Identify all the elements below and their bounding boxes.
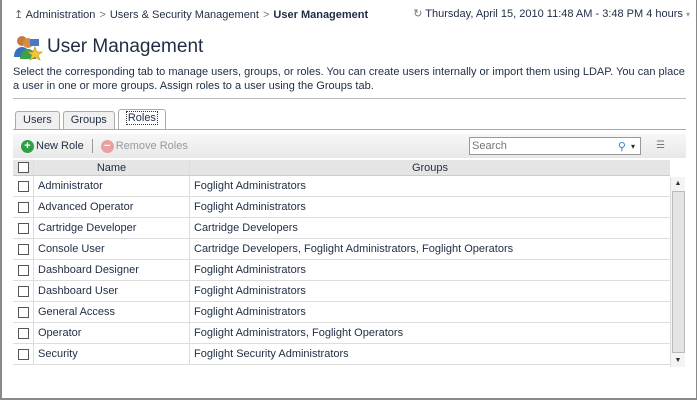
role-groups: Cartridge Developers, Foglight Administr… [194,243,514,255]
divider [13,98,686,99]
role-name: General Access [34,302,190,322]
row-checkbox[interactable] [17,201,29,213]
table-row[interactable]: General Access Foglight Administrators [13,302,670,323]
column-menu-icon[interactable]: ☰ [656,140,665,151]
time-range-text: Thursday, April 15, 2010 11:48 AM - 3:48… [425,8,683,20]
role-name: Operator [34,323,190,343]
role-groups: Foglight Administrators [194,180,306,192]
tab-groups[interactable]: Groups [62,111,115,129]
vertical-scrollbar[interactable]: ▲ ▼ [670,177,685,367]
scroll-up-icon[interactable]: ▲ [674,180,682,187]
table-row[interactable]: Operator Foglight Administrators, Fogligh… [13,323,670,344]
time-range-selector[interactable]: ↻ Thursday, April 15, 2010 11:48 AM - 3:… [413,7,690,22]
remove-roles-button[interactable]: − Remove Roles [100,139,188,153]
role-name: Advanced Operator [34,197,190,217]
new-role-button[interactable]: + New Role [21,139,84,153]
tab-users[interactable]: Users [15,111,60,129]
row-checkbox[interactable] [17,327,29,339]
table-header: Name Groups [13,160,670,176]
column-header-name[interactable]: Name [34,160,190,175]
role-name: Security [34,344,190,364]
select-all-checkbox[interactable] [17,162,29,173]
search-icon[interactable]: ⚲ [617,140,626,153]
toolbar: +New Role −Remove Roles ⚲▾ ☰ [13,134,686,158]
dropdown-icon: ▾ [685,10,690,19]
table-row[interactable]: Dashboard User Foglight Administrators [13,281,670,302]
table-row[interactable]: Administrator Foglight Administrators [13,176,670,197]
breadcrumb-administration[interactable]: Administration [25,8,96,21]
tab-roles[interactable]: Roles [117,109,166,129]
role-groups: Foglight Administrators [194,306,306,318]
users-icon [14,36,43,61]
scrollbar-thumb[interactable] [672,191,685,353]
role-name: Administrator [34,176,190,196]
column-header-groups[interactable]: Groups [411,161,449,174]
roles-table: Name Groups Administrator Foglight Admini… [13,160,670,365]
role-name: Dashboard User [34,281,190,301]
refresh-icon: ↻ [413,8,423,20]
table-row[interactable]: Dashboard Designer Foglight Administrator… [13,260,670,281]
breadcrumb: ↥ Administration > Users & Security Manage… [14,8,369,21]
table-row[interactable]: Advanced Operator Foglight Administrators [13,197,670,218]
row-checkbox[interactable] [17,306,29,318]
plus-icon: + [21,139,34,153]
search-field: ⚲▾ [469,137,641,155]
role-groups: Foglight Security Administrators [194,348,349,360]
page-title: User Management [47,36,204,57]
table-row[interactable]: Console User Cartridge Developers, Foglig… [13,239,670,260]
role-name: Console User [34,239,190,259]
table-row[interactable]: Security Foglight Security Administrators [13,344,670,365]
row-checkbox[interactable] [17,243,29,255]
page-description: Select the corresponding tab to manage u… [13,66,685,92]
role-name: Cartridge Developer [34,218,190,238]
table-row[interactable]: Cartridge Developer Cartridge Developers [13,218,670,239]
scroll-down-icon[interactable]: ▼ [674,357,682,364]
row-checkbox[interactable] [17,222,29,234]
row-checkbox[interactable] [17,285,29,297]
row-checkbox[interactable] [17,348,29,360]
role-groups: Foglight Administrators [194,201,306,213]
role-groups: Foglight Administrators, Foglight Operat… [194,327,404,339]
role-groups: Foglight Administrators [194,264,306,276]
breadcrumb-users-security[interactable]: Users & Security Management [109,8,259,21]
search-dropdown-icon[interactable]: ▾ [630,141,635,151]
role-groups: Cartridge Developers [194,222,298,234]
row-checkbox[interactable] [17,264,29,276]
up-arrow-icon[interactable]: ↥ [14,8,24,21]
role-name: Dashboard Designer [34,260,190,280]
breadcrumb-current: User Management [273,8,369,21]
minus-icon: − [100,139,114,153]
row-checkbox[interactable] [17,180,29,192]
search-input[interactable] [472,140,618,152]
role-groups: Foglight Administrators [194,285,306,297]
